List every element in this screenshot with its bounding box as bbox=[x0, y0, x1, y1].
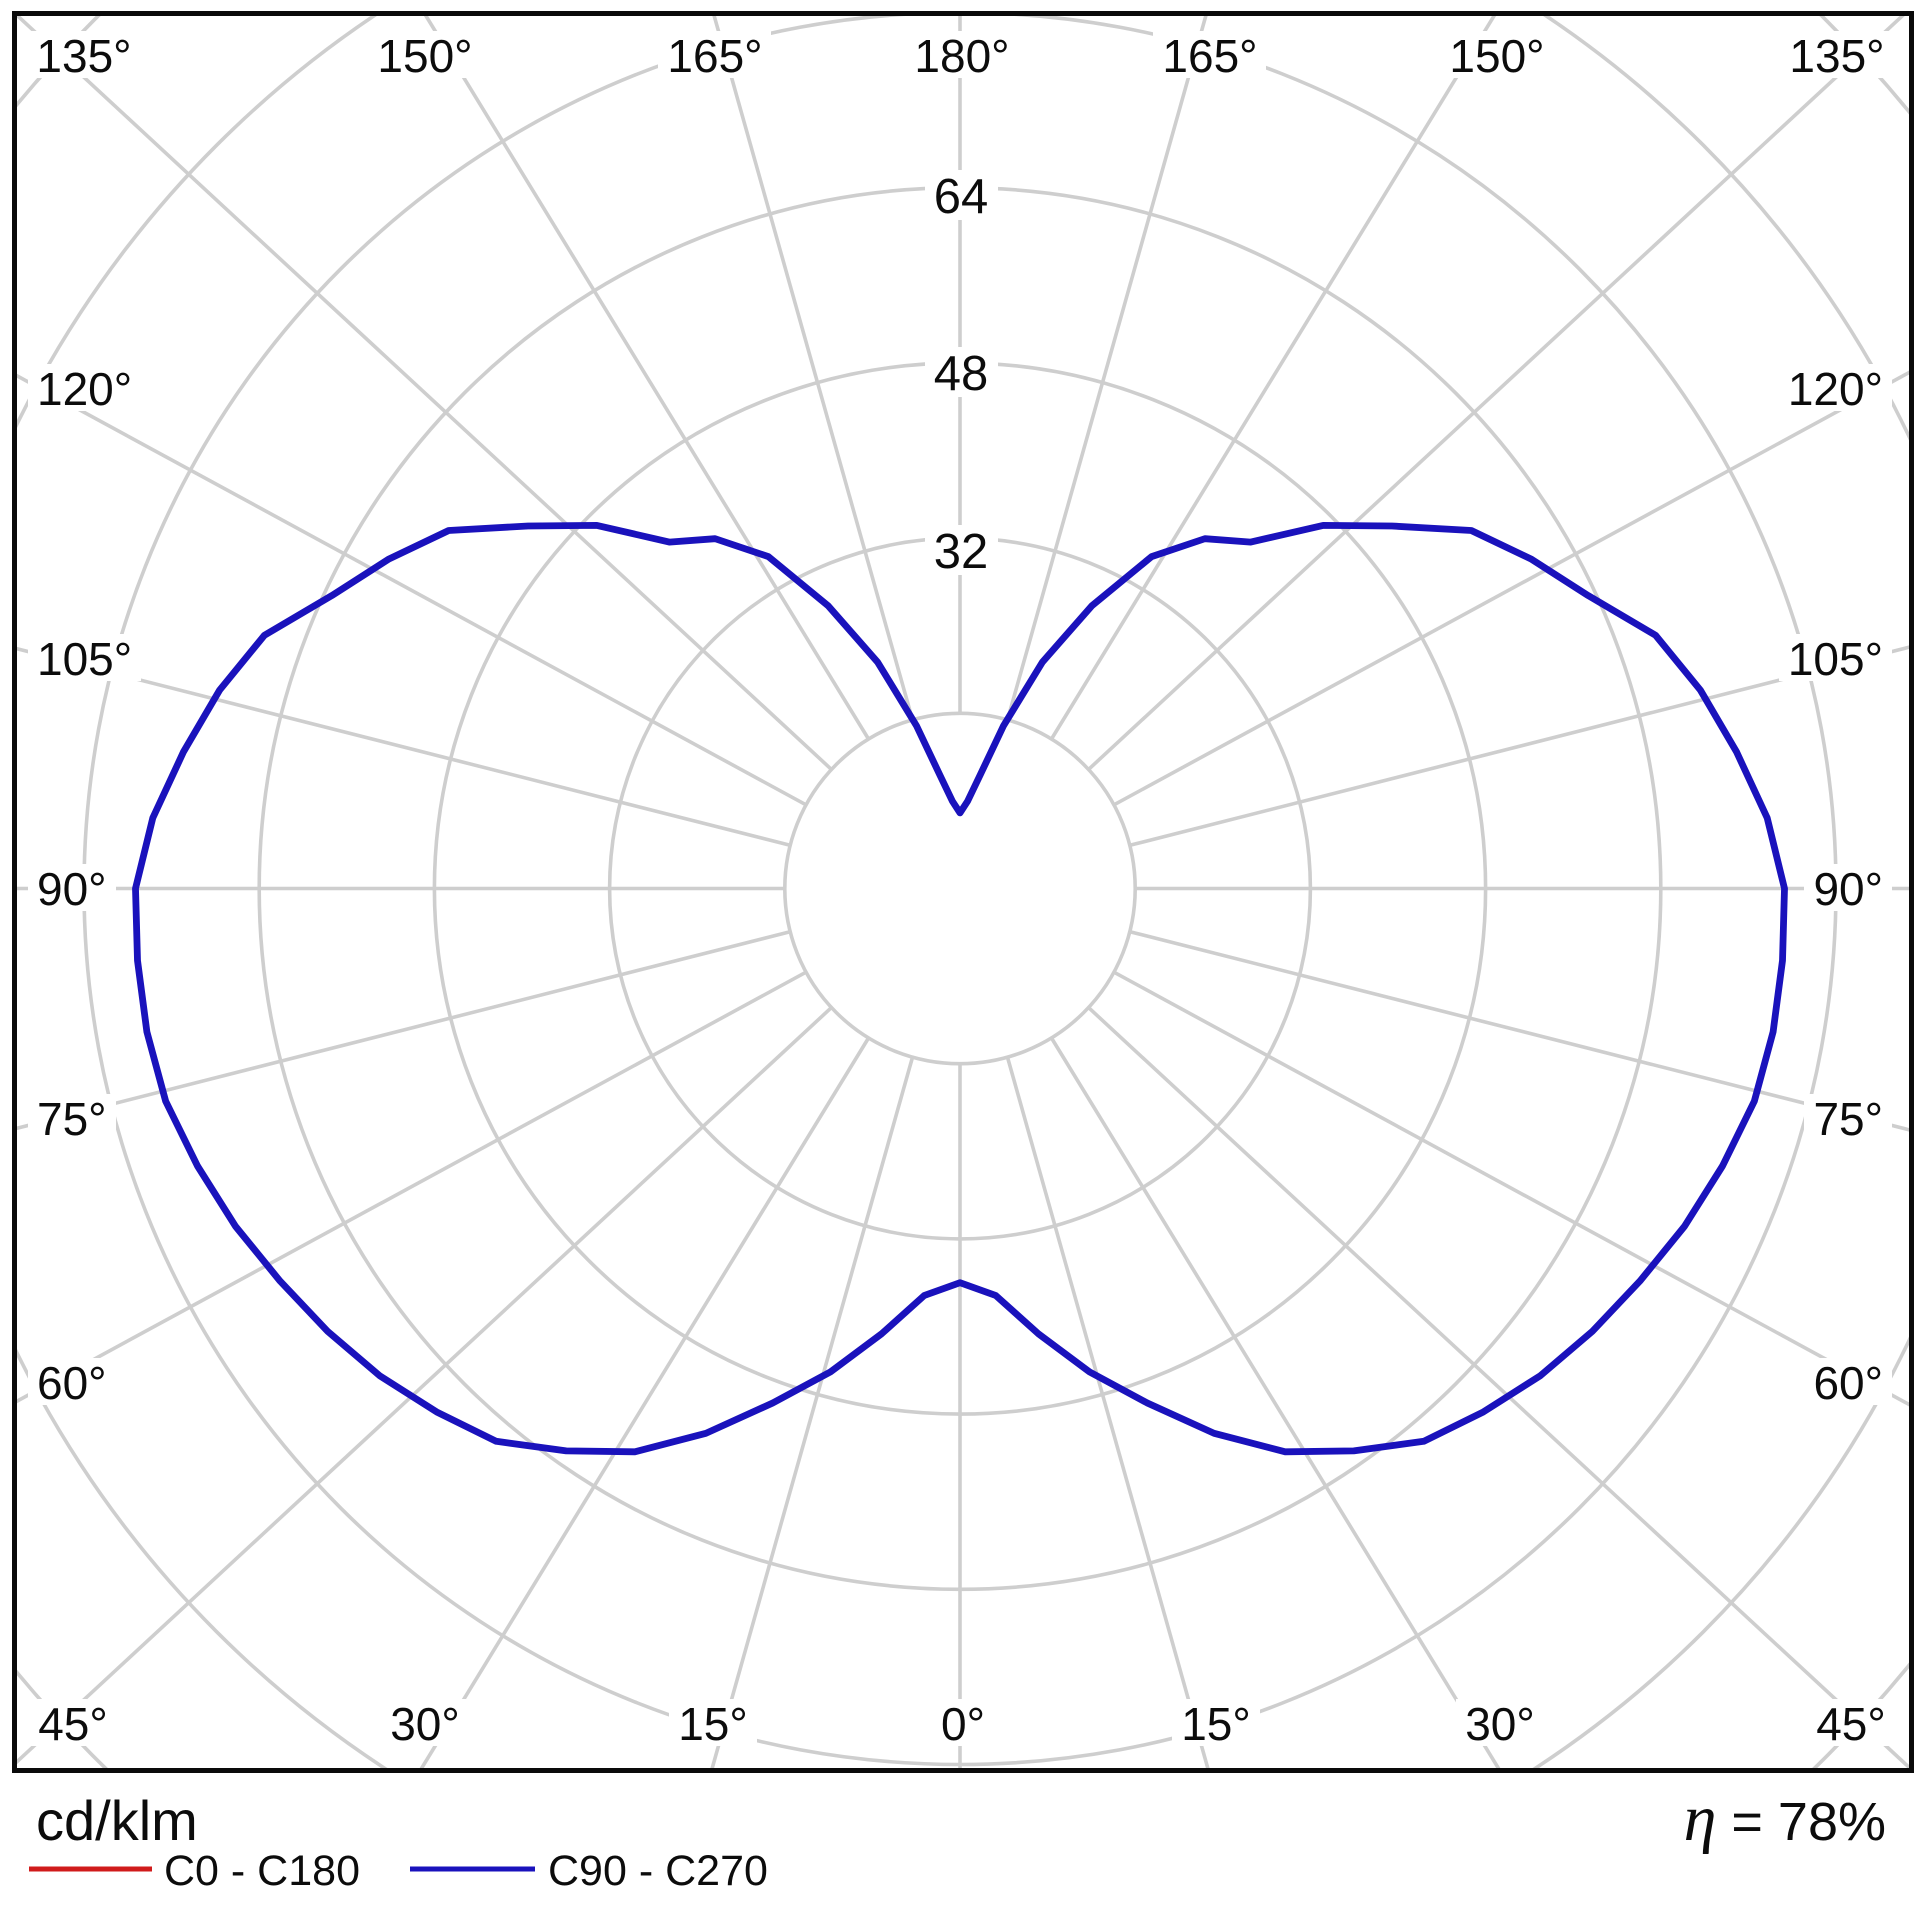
svg-text:135°: 135° bbox=[36, 30, 131, 82]
svg-text:15°: 15° bbox=[1181, 1698, 1251, 1750]
svg-text:165°: 165° bbox=[667, 30, 762, 82]
svg-text:105°: 105° bbox=[1788, 633, 1883, 685]
svg-text:105°: 105° bbox=[37, 633, 132, 685]
svg-text:165°: 165° bbox=[1162, 30, 1257, 82]
svg-text:90°: 90° bbox=[37, 863, 107, 915]
svg-text:150°: 150° bbox=[377, 30, 472, 82]
svg-text:60°: 60° bbox=[1813, 1357, 1883, 1409]
svg-text:30°: 30° bbox=[390, 1698, 460, 1750]
svg-text:32: 32 bbox=[934, 525, 989, 579]
svg-text:48: 48 bbox=[934, 347, 989, 401]
svg-text:120°: 120° bbox=[1788, 363, 1883, 415]
svg-text:64: 64 bbox=[934, 170, 989, 224]
svg-text:C90 - C270: C90 - C270 bbox=[548, 1847, 768, 1895]
svg-text:0°: 0° bbox=[941, 1698, 985, 1750]
svg-text:45°: 45° bbox=[38, 1698, 108, 1750]
svg-text:180°: 180° bbox=[914, 30, 1009, 82]
svg-text:150°: 150° bbox=[1449, 30, 1544, 82]
svg-text:45°: 45° bbox=[1816, 1698, 1886, 1750]
svg-text:cd/klm: cd/klm bbox=[36, 1789, 198, 1852]
svg-text:120°: 120° bbox=[37, 363, 132, 415]
svg-text:75°: 75° bbox=[1813, 1093, 1883, 1145]
svg-text:C0 - C180: C0 - C180 bbox=[164, 1847, 360, 1895]
svg-text:90°: 90° bbox=[1813, 863, 1883, 915]
svg-text:30°: 30° bbox=[1465, 1698, 1535, 1750]
svg-text:60°: 60° bbox=[37, 1357, 107, 1409]
svg-text:135°: 135° bbox=[1789, 30, 1884, 82]
svg-text:15°: 15° bbox=[678, 1698, 748, 1750]
svg-text:η = 78%: η = 78% bbox=[1684, 1782, 1886, 1855]
svg-text:75°: 75° bbox=[37, 1093, 107, 1145]
